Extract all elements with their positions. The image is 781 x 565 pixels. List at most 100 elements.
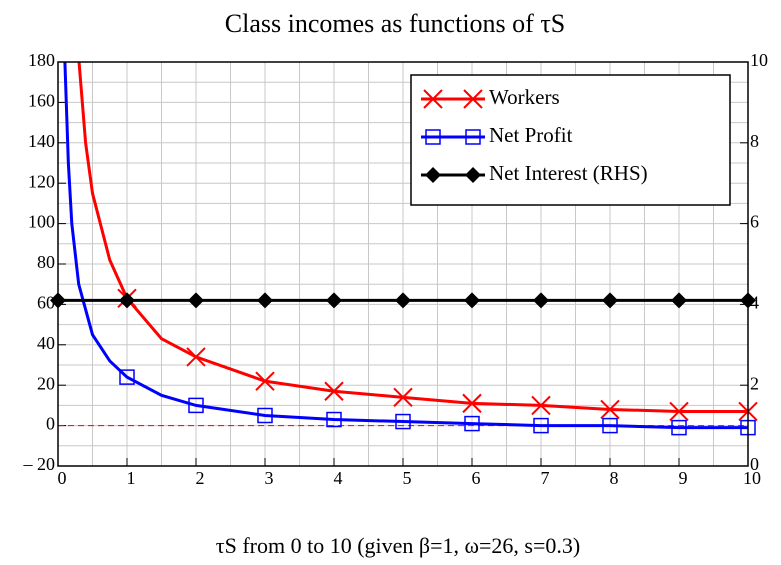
marker — [186, 347, 206, 367]
y-tick-label: 80 — [37, 252, 55, 272]
marker — [188, 292, 204, 309]
marker-shape — [463, 89, 483, 109]
marker-shape — [188, 292, 204, 309]
y-tick-label: 160 — [28, 91, 55, 111]
legend-label: Net Profit — [489, 123, 573, 147]
marker — [533, 292, 549, 309]
chart-title: Class incomes as functions of τS — [225, 9, 565, 38]
marker-shape — [425, 167, 441, 183]
marker — [464, 292, 480, 309]
x-tick-label: 4 — [334, 468, 343, 488]
marker-shape — [188, 397, 204, 414]
marker-shape — [464, 292, 480, 309]
x-tick-label: 9 — [679, 468, 688, 488]
marker — [326, 411, 342, 428]
x-tick-label: 10 — [743, 468, 761, 488]
marker-shape — [423, 89, 443, 109]
marker-shape — [257, 407, 273, 424]
marker-shape — [425, 129, 441, 145]
legend-label: Net Interest (RHS) — [489, 161, 648, 185]
marker — [255, 371, 275, 391]
marker-shape — [602, 292, 618, 309]
marker — [119, 369, 135, 385]
marker — [671, 419, 687, 436]
marker — [533, 417, 549, 434]
marker-shape — [669, 401, 689, 422]
marker-shape — [257, 292, 273, 309]
y-tick-label: 60 — [37, 293, 55, 313]
y2-tick-label: 6 — [750, 212, 759, 232]
marker — [464, 415, 480, 432]
marker — [602, 292, 618, 309]
y-tick-label: – 20 — [23, 454, 56, 474]
marker-shape — [326, 411, 342, 428]
marker — [425, 167, 441, 183]
marker — [463, 89, 483, 109]
y-tick-label: 120 — [28, 171, 55, 191]
marker — [423, 89, 443, 109]
marker — [531, 395, 551, 416]
marker-shape — [465, 167, 481, 183]
x-tick-label: 0 — [58, 468, 67, 488]
x-tick-label: 3 — [265, 468, 274, 488]
marker-shape — [600, 399, 620, 420]
x-tick-label: 6 — [472, 468, 481, 488]
y2-tick-label: 2 — [750, 373, 759, 393]
y-tick-label: 40 — [37, 333, 55, 353]
marker — [671, 292, 687, 309]
marker-shape — [533, 292, 549, 309]
y-tick-label: 140 — [28, 131, 55, 151]
marker-shape — [186, 347, 206, 367]
marker — [188, 397, 204, 414]
marker — [326, 292, 342, 309]
marker-shape — [531, 395, 551, 416]
y2-tick-label: 0 — [750, 454, 759, 474]
marker-shape — [533, 417, 549, 434]
x-tick-label: 8 — [610, 468, 619, 488]
marker — [395, 292, 411, 309]
x-tick-label: 5 — [403, 468, 412, 488]
marker-shape — [462, 393, 482, 414]
x-tick-label: 7 — [541, 468, 550, 488]
legend-box — [410, 74, 731, 206]
marker-shape — [119, 292, 135, 309]
marker-shape — [393, 387, 413, 408]
marker — [462, 393, 482, 414]
marker-shape — [324, 381, 344, 401]
marker — [602, 417, 618, 434]
marker-shape — [395, 292, 411, 309]
marker-shape — [602, 417, 618, 434]
x-axis-label: τS from 0 to 10 (given β=1, ω=26, s=0.3) — [216, 533, 580, 558]
y2-tick-label: 8 — [750, 131, 759, 151]
y-tick-label: 180 — [28, 50, 55, 70]
marker — [395, 413, 411, 430]
marker — [465, 167, 481, 183]
marker — [600, 399, 620, 420]
marker — [324, 381, 344, 401]
y2-tick-label: 4 — [750, 293, 759, 313]
legend-label: Workers — [489, 85, 560, 109]
marker-shape — [326, 292, 342, 309]
marker — [669, 401, 689, 422]
marker — [119, 292, 135, 309]
marker — [425, 129, 441, 145]
marker-shape — [464, 415, 480, 432]
marker-shape — [395, 413, 411, 430]
marker-shape — [119, 369, 135, 385]
series-line — [63, 62, 748, 430]
marker — [257, 292, 273, 309]
x-tick-label: 1 — [127, 468, 136, 488]
x-tick-label: 2 — [196, 468, 205, 488]
marker — [257, 407, 273, 424]
plot-border — [57, 61, 749, 467]
y-tick-label: 20 — [37, 373, 55, 393]
marker-shape — [671, 292, 687, 309]
y-tick-label: 100 — [28, 212, 55, 232]
y2-tick-label: 10 — [750, 50, 768, 70]
marker-shape — [255, 371, 275, 391]
marker-shape — [465, 129, 481, 145]
y-tick-label: 0 — [46, 414, 55, 434]
marker — [393, 387, 413, 408]
marker — [465, 129, 481, 145]
